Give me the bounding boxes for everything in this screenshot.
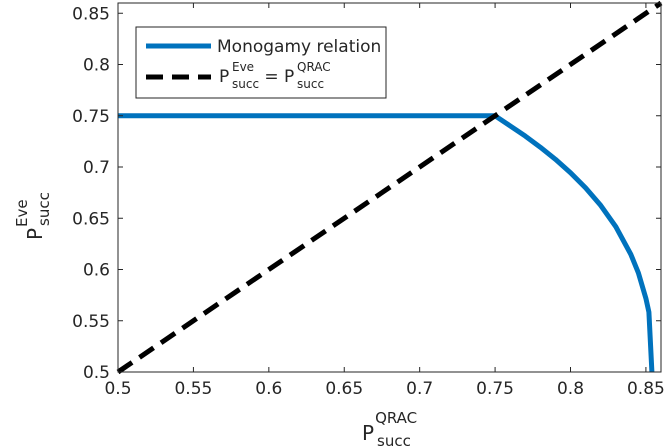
legend-eq-p1: P [219,67,229,87]
legend: Monogamy relation P Eve succ = P QRAC succ [135,26,387,99]
legend-eq-p2: P [284,67,294,87]
y-axis-label-main: P [23,228,47,240]
x-tick-label: 0.65 [325,379,363,399]
y-axis-label: PEve succ [13,192,53,240]
legend-eq-sup2: QRAC [297,60,331,74]
y-tick-label: 0.75 [72,107,110,127]
x-tick-label: 0.7 [406,379,433,399]
y-tick-label: 0.7 [83,158,110,178]
y-axis-label-group: PEve succ [13,192,53,240]
x-axis-label-sup: QRAC [375,409,417,427]
legend-eq-equals: = [259,67,284,87]
legend-eq-sup1: Eve [232,60,254,74]
series-line-0 [118,113,655,373]
x-tick-label: 0.55 [174,379,212,399]
y-tick-label: 0.6 [83,261,110,281]
x-tick-label: 0.8 [557,379,584,399]
y-tick-label: 0.8 [83,56,110,76]
legend-eq-sub2: succ [297,77,324,91]
plot-frame [117,2,662,373]
x-tick-label: 0.75 [476,379,514,399]
y-tick-label: 0.5 [83,363,110,383]
y-tick-label: 0.85 [72,4,110,24]
x-tick-label: 0.5 [104,379,131,399]
y-tick-label: 0.55 [72,312,110,332]
x-axis-label-main: P [362,421,374,445]
series-layer [116,0,663,375]
y-axis-label-sup: Eve [13,199,31,227]
legend-label-monogamy: Monogamy relation [217,37,381,57]
x-axis-label: PQRAC succ [362,409,417,448]
series-line-1 [116,0,663,375]
ticks-layer: 0.5 0.55 0.6 0.65 0.7 0.75 0.8 0.85 0.5 0.55 0.6 0.… [72,3,665,399]
legend-label-equality: P Eve succ = P QRAC succ [219,60,331,91]
x-tick-label: 0.6 [255,379,282,399]
legend-eq-sub1: succ [232,77,259,91]
y-axis-label-sub: succ [35,192,53,226]
x-tick-label: 0.85 [627,379,665,399]
x-axis-label-sub: succ [377,432,411,448]
y-tick-label: 0.65 [72,209,110,229]
legend-box [135,26,387,99]
